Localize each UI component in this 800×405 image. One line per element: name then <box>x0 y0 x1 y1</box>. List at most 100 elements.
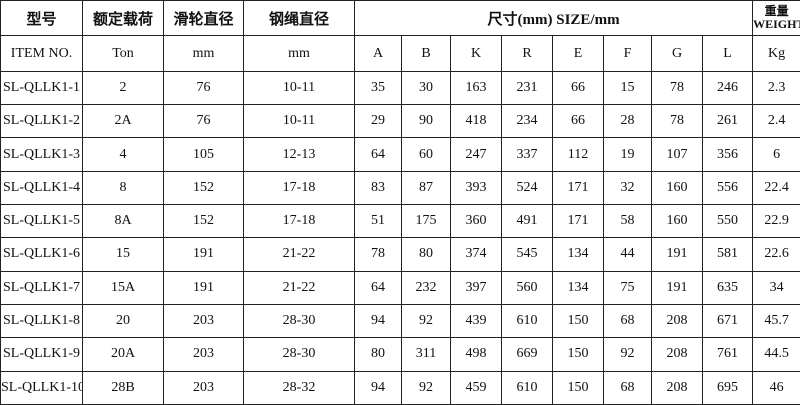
table-cell: 163 <box>450 70 502 106</box>
table-cell: 203 <box>163 370 244 405</box>
table-cell: 21-22 <box>243 270 355 305</box>
table-cell: 134 <box>552 270 604 305</box>
table-cell: 15 <box>603 70 652 106</box>
table-cell: 234 <box>501 104 553 139</box>
table-cell: 6 <box>752 137 800 172</box>
table-cell: 66 <box>552 70 604 106</box>
table-cell: 247 <box>450 137 502 172</box>
table-row: SL-QLLK1-4 8 152 17-18 83 87 393 524 171 32 160 556… <box>0 170 800 206</box>
table-cell: 66 <box>552 104 604 139</box>
table-cell: 261 <box>701 104 754 139</box>
table-cell: 134 <box>552 237 604 272</box>
header-cell: 额定载荷 <box>82 0 164 37</box>
table-cell: 28B <box>82 370 164 405</box>
table-cell: 2.3 <box>752 70 800 106</box>
table-cell: 64 <box>354 270 402 305</box>
table-cell: 498 <box>450 337 502 372</box>
table-cell: 92 <box>401 370 451 405</box>
table-cell: SL-QLLK1-4 <box>0 170 83 206</box>
table-cell: K <box>450 35 502 72</box>
table-cell: 105 <box>163 137 244 172</box>
table-cell: 45.7 <box>752 303 800 339</box>
table-cell: 75 <box>603 270 652 305</box>
table-cell: 152 <box>163 170 244 206</box>
table-cell: 203 <box>163 337 244 372</box>
table-cell: 545 <box>501 237 553 272</box>
table-cell: 610 <box>501 303 553 339</box>
table-cell: 669 <box>501 337 553 372</box>
table-cell: 76 <box>163 70 244 106</box>
table-cell: A <box>354 35 402 72</box>
table-cell: 68 <box>603 303 652 339</box>
table-row: SL-QLLK1-5 8A 152 17-18 51 175 360 491 171 58 160 5… <box>0 203 800 239</box>
table-cell: 556 <box>701 170 754 206</box>
table-cell: 208 <box>651 337 703 372</box>
table-cell: 78 <box>651 70 703 106</box>
table-cell: 19 <box>603 137 652 172</box>
table-cell: 695 <box>701 370 754 405</box>
table-cell: 94 <box>354 303 402 339</box>
table-cell: 68 <box>603 370 652 405</box>
table-cell: 15 <box>82 237 164 272</box>
table-cell: 35 <box>354 70 402 106</box>
table-cell: 203 <box>163 303 244 339</box>
table-cell: B <box>401 35 451 72</box>
table-cell: 550 <box>701 203 754 239</box>
table-cell: 171 <box>552 170 604 206</box>
table-cell: 94 <box>354 370 402 405</box>
table-cell: 560 <box>501 270 553 305</box>
table-row: SL-QLLK1-6 15 191 21-22 78 80 374 545 134 44 191 58… <box>0 237 800 272</box>
table-cell: G <box>651 35 703 72</box>
table-cell: 20A <box>82 337 164 372</box>
table-cell: SL-QLLK1-2 <box>0 104 83 139</box>
table-cell: 2.4 <box>752 104 800 139</box>
table-row: SL-QLLK1-10 28B 203 28-32 94 92 459 610 150 68 208… <box>0 370 800 405</box>
table-cell: 80 <box>354 337 402 372</box>
table-cell: 160 <box>651 170 703 206</box>
table-cell: 397 <box>450 270 502 305</box>
header-cell: 重量 WEIGHT <box>752 0 800 37</box>
table-cell: 160 <box>651 203 703 239</box>
table-cell: L <box>701 35 754 72</box>
table-cell: 459 <box>450 370 502 405</box>
table-cell: 32 <box>603 170 652 206</box>
table-cell: 92 <box>603 337 652 372</box>
table-cell: 76 <box>163 104 244 139</box>
table-cell: 10-11 <box>243 70 355 106</box>
table-cell: 761 <box>701 337 754 372</box>
table-cell: 92 <box>401 303 451 339</box>
table-cell: SL-QLLK1-10 <box>0 370 83 405</box>
table-cell: 418 <box>450 104 502 139</box>
table-cell: 360 <box>450 203 502 239</box>
table-cell: 208 <box>651 303 703 339</box>
table-cell: 8A <box>82 203 164 239</box>
table-cell: 78 <box>651 104 703 139</box>
table-cell: 150 <box>552 370 604 405</box>
table-row: SL-QLLK1-9 20A 203 28-30 80 311 498 669 150 92 208… <box>0 337 800 372</box>
table-cell: 439 <box>450 303 502 339</box>
table-cell: 581 <box>701 237 754 272</box>
table-cell: R <box>501 35 553 72</box>
table-cell: 2A <box>82 104 164 139</box>
table-cell: 150 <box>552 303 604 339</box>
table-cell: 46 <box>752 370 800 405</box>
table-cell: Kg <box>752 35 800 72</box>
table-cell: SL-QLLK1-6 <box>0 237 83 272</box>
table-cell: 28-30 <box>243 337 355 372</box>
header-text: 重量 <box>764 4 789 19</box>
table-row: SL-QLLK1-3 4 105 12-13 64 60 247 337 112 19 107 356… <box>0 137 800 172</box>
table-cell: 17-18 <box>243 203 355 239</box>
table-row: ITEM NO. Ton mm mm A B K R E F G L Kg <box>0 35 800 72</box>
table-cell: 635 <box>701 270 754 305</box>
table-cell: 393 <box>450 170 502 206</box>
table-row: SL-QLLK1-8 20 203 28-30 94 92 439 610 150 68 208 67… <box>0 303 800 339</box>
table-cell: SL-QLLK1-9 <box>0 337 83 372</box>
table-cell: 60 <box>401 137 451 172</box>
table-cell: 191 <box>163 270 244 305</box>
table-cell: 22.4 <box>752 170 800 206</box>
table-cell: 90 <box>401 104 451 139</box>
table-cell: 15A <box>82 270 164 305</box>
table-cell: 171 <box>552 203 604 239</box>
table-cell: 246 <box>701 70 754 106</box>
